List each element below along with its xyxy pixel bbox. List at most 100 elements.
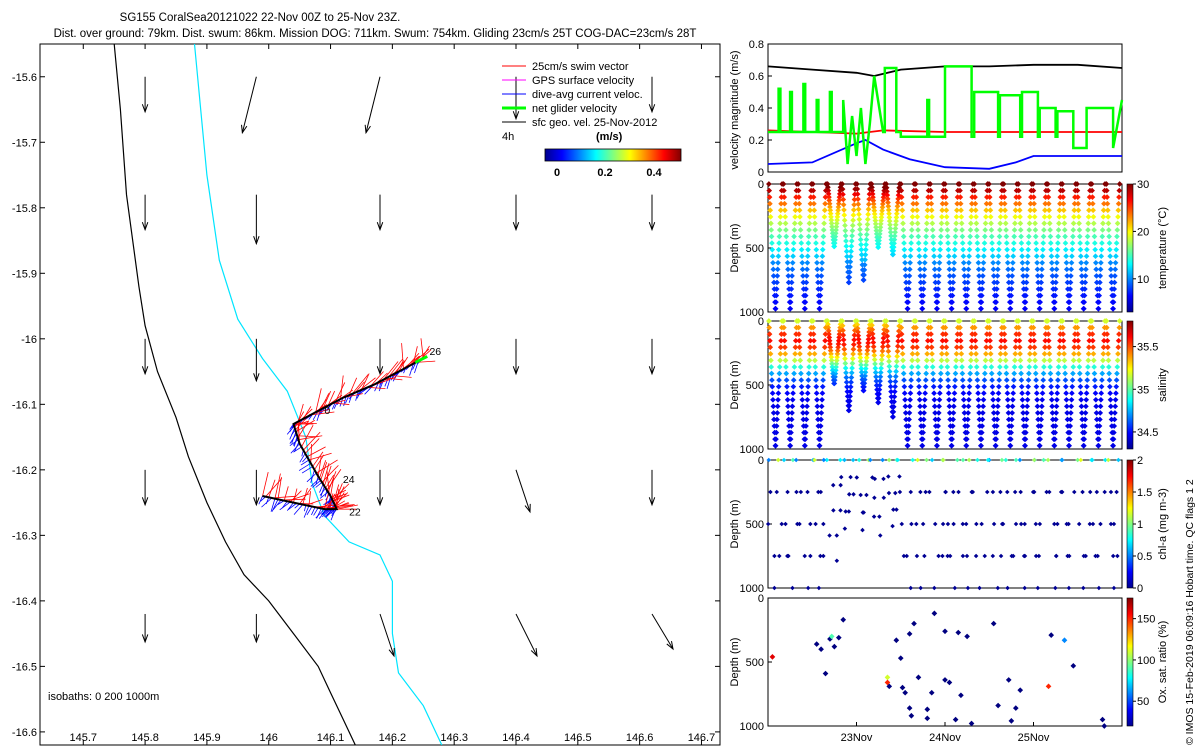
salinity-point [916,383,922,390]
salinity-point [843,369,849,376]
chla-point [932,521,938,527]
salinity-point [988,357,994,364]
temperature-point [1000,181,1007,187]
temperature-point [776,227,783,233]
temperature-point [791,227,798,233]
temperature-point [829,230,836,237]
oxygen-point [915,674,922,681]
temperature-point [893,218,899,224]
salinity-point [1004,390,1011,397]
temperature-point [928,200,935,207]
current-vector [306,506,313,516]
salinity-point [905,423,912,429]
temperature-point [1003,240,1010,246]
salinity-point [876,382,883,389]
chla-point [798,489,804,495]
temperature-point [766,187,773,194]
chla-point [768,489,773,495]
salinity-point [883,323,890,329]
temperature-point [967,233,974,240]
salinity-point [767,350,774,357]
temperature-point [952,240,958,246]
salinity-point [1096,436,1102,442]
temperature-point [1024,273,1030,279]
salinity-point [828,351,834,357]
temperature-point [871,211,878,217]
swim-vector [283,486,289,501]
swim-vector [327,471,337,493]
salinity-point [875,399,882,406]
salinity-point [995,403,1001,410]
temperature-point [959,227,965,233]
oxygen-point [924,715,931,722]
temperature-point [833,223,840,230]
temperature-point [961,266,967,273]
salinity-point [842,360,849,367]
swim-vector [420,338,424,359]
salinity-point [1039,403,1045,410]
temperature-point [828,214,834,220]
temperature-point [1002,220,1009,227]
time-xtick-label: 25Nov [1018,732,1050,744]
salinity-point [958,350,965,357]
temperature-point [1025,246,1032,253]
salinity-point [811,350,818,357]
salinity-point [1022,442,1028,449]
chla-point [842,457,847,463]
geo-velocity-arrow [515,613,538,658]
salinity-point [1084,370,1091,377]
salinity-point [1002,344,1008,351]
temperature-point [1017,220,1024,227]
temperature-point [909,207,916,214]
temperature-point [1114,233,1120,240]
salinity-point [1104,344,1111,351]
temperature-point [892,225,899,232]
oxygen-point [964,633,970,640]
salinity-point [1116,324,1123,331]
salinity-point [937,383,943,390]
salinity-point [872,361,878,367]
salinity-point [922,390,928,397]
salinity-point [968,357,974,364]
salinity-point [1089,337,1096,344]
salinity-point [1045,331,1052,337]
legend-colorbar-tick-1: 0.2 [597,167,612,179]
salinity-point [1039,390,1046,397]
chla-point [1081,585,1086,591]
current-vector [286,425,295,435]
chla-point [1013,457,1019,463]
swim-vector [326,469,342,491]
temperature-point [946,259,952,266]
temperature-point [1032,220,1038,227]
temperature-point [788,292,794,299]
salinity-colorbar-tick-label: 34.5 [1137,427,1158,439]
temperature-point [983,213,989,220]
salinity-point [956,318,963,324]
temperature-point [796,207,803,214]
temperature-point [849,233,855,239]
geo-arrow-head [141,221,149,232]
salinity-point [850,351,856,357]
salinity-point [834,354,840,360]
temperature-point [986,181,992,187]
temperature-point [904,305,911,312]
temperature-point [843,243,850,250]
temperature-point [989,246,996,253]
salinity-point [856,340,862,346]
salinity-point [945,383,952,390]
salinity-point [788,416,795,423]
chla-point [783,521,788,527]
current-vector [312,480,321,488]
chla-point [1031,489,1037,495]
salinity-point [964,429,970,436]
temperature-point [819,259,825,266]
temperature-point [885,207,892,213]
geo-velocity-arrow [376,194,384,232]
salinity-point [812,370,819,377]
temperature-point [1068,273,1074,279]
salinity-point [871,352,878,359]
swim-vector [277,476,282,500]
temperature-point [1115,213,1121,220]
salinity-point [1032,357,1038,364]
salinity-point [1061,364,1068,370]
